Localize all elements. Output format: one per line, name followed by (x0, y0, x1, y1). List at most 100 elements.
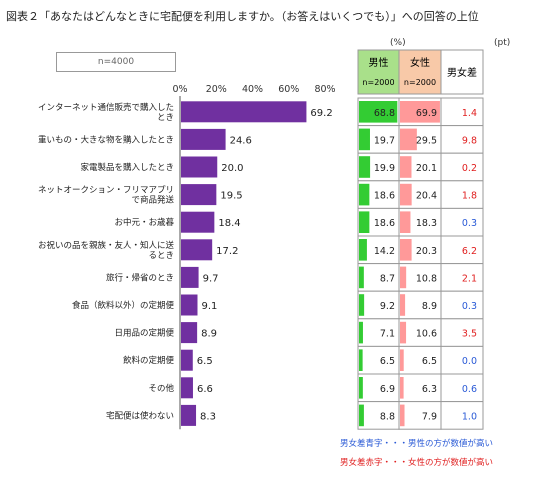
male-value: 9.2 (380, 301, 395, 312)
male-header-label: 男性 (369, 56, 389, 69)
table-cell (440, 180, 484, 209)
female-value: 10.8 (416, 273, 437, 284)
category-label: その他 (148, 383, 174, 394)
bar (181, 128, 226, 150)
male-cell-bar (359, 211, 370, 233)
diff-value: 1.8 (462, 191, 477, 202)
male-cell-bar (359, 183, 370, 206)
category-label: 家電製品を購入したとき (80, 162, 174, 173)
diff-value: 1.0 (462, 411, 477, 422)
male-header-cell (357, 49, 400, 95)
diff-value: 9.8 (462, 135, 477, 146)
diff-value: 3.5 (462, 329, 477, 340)
female-cell-bar (400, 239, 412, 261)
female-cell-bar (400, 294, 406, 316)
table-cell (440, 97, 484, 127)
unit-percent-label: (%) (390, 38, 406, 48)
female-value: 6.5 (422, 356, 437, 367)
table-cell (398, 401, 442, 430)
diff-header-cell (440, 49, 484, 95)
male-value: 7.1 (380, 329, 395, 340)
table-cell (357, 401, 400, 430)
male-cell-bar (359, 377, 363, 399)
bar-value-label: 20.0 (221, 163, 243, 174)
male-cell-bar (359, 294, 365, 316)
bar-value-label: 18.4 (218, 218, 240, 229)
male-n-label: n=2000 (362, 78, 394, 87)
bar-value-label: 69.2 (310, 108, 332, 119)
bar (181, 349, 193, 371)
diff-value: 0.6 (462, 384, 477, 395)
male-value: 6.9 (380, 384, 395, 395)
bar (181, 294, 198, 316)
category-label: 宅配便は使わない (106, 410, 174, 421)
bar (181, 404, 197, 426)
diff-value: 0.3 (462, 218, 477, 229)
table-cell (398, 290, 442, 320)
male-cell-bar (359, 101, 398, 123)
bar-value-label: 8.3 (200, 411, 216, 422)
diff-value: 6.2 (462, 246, 477, 257)
female-n-label: n=2000 (404, 78, 436, 87)
female-header-cell (398, 49, 442, 95)
female-cell-bar (400, 349, 404, 371)
bar-value-label: 9.7 (203, 273, 219, 284)
female-header-label: 女性 (410, 56, 430, 69)
x-tick-label: 60% (278, 84, 299, 95)
table-cell (357, 290, 400, 320)
female-value: 10.6 (416, 329, 437, 340)
page-title: 図表２「あなたはどんなときに宅配便を利用しますか。（お答えはいくつでも）」への回… (6, 10, 479, 23)
category-label: お中元・お歳暮 (114, 217, 174, 228)
x-tick-label: 20% (206, 84, 227, 95)
bar (181, 239, 213, 261)
legend-red-note: 男女差赤字・・・女性の方が数値が高い (340, 458, 494, 468)
category-label: 飲料の定期便 (123, 355, 175, 366)
table-cell (440, 373, 484, 403)
x-tick-label: 0% (172, 84, 187, 95)
female-value: 20.3 (416, 246, 437, 257)
bar (181, 184, 217, 206)
diff-header-label: 男女差 (447, 66, 477, 79)
male-cell-bar (359, 321, 363, 344)
female-cell-bar (400, 128, 417, 151)
female-value: 8.9 (422, 301, 437, 312)
category-label: 重いもの・大きな物を購入したとき (38, 134, 174, 145)
male-value: 8.7 (380, 273, 395, 284)
table-cell (357, 318, 400, 347)
table-cell (440, 263, 484, 292)
bar-value-label: 24.6 (230, 135, 252, 146)
table-cell (440, 207, 484, 237)
female-value: 18.3 (416, 218, 437, 229)
female-value: 7.9 (422, 411, 437, 422)
bar (181, 377, 193, 399)
table-cell (440, 290, 484, 320)
female-value: 6.3 (422, 384, 437, 395)
diff-value: 2.1 (462, 273, 477, 284)
male-value: 19.7 (374, 135, 395, 146)
category-label: インターネット通信販売で購入したとき (38, 102, 174, 123)
category-label: ネットオークション・フリマアプリで商品発送 (38, 186, 175, 206)
diff-value: 0.0 (462, 356, 477, 367)
bar-value-label: 19.5 (220, 191, 242, 202)
female-cell-bar (400, 211, 411, 233)
x-tick-label: 40% (242, 84, 263, 95)
bar (181, 322, 198, 344)
female-cell-bar (400, 321, 407, 344)
bar-value-label: 9.1 (201, 301, 217, 312)
diff-value: 0.2 (462, 163, 477, 174)
bar-value-label: 8.9 (201, 329, 217, 340)
female-value: 69.9 (416, 108, 437, 119)
female-value: 20.4 (416, 191, 437, 202)
female-cell-bar (400, 377, 404, 399)
male-value: 18.6 (374, 191, 395, 202)
bar (181, 156, 218, 178)
female-cell-bar (400, 266, 407, 289)
legend-blue-note: 男女差青字・・・男性の方が数値が高い (340, 439, 494, 449)
male-value: 14.2 (374, 246, 395, 257)
female-cell-bar (400, 183, 412, 206)
bar (181, 266, 199, 288)
category-label: 日用品の定期便 (114, 328, 174, 339)
female-cell-bar (400, 156, 412, 178)
male-value: 6.5 (380, 356, 395, 367)
